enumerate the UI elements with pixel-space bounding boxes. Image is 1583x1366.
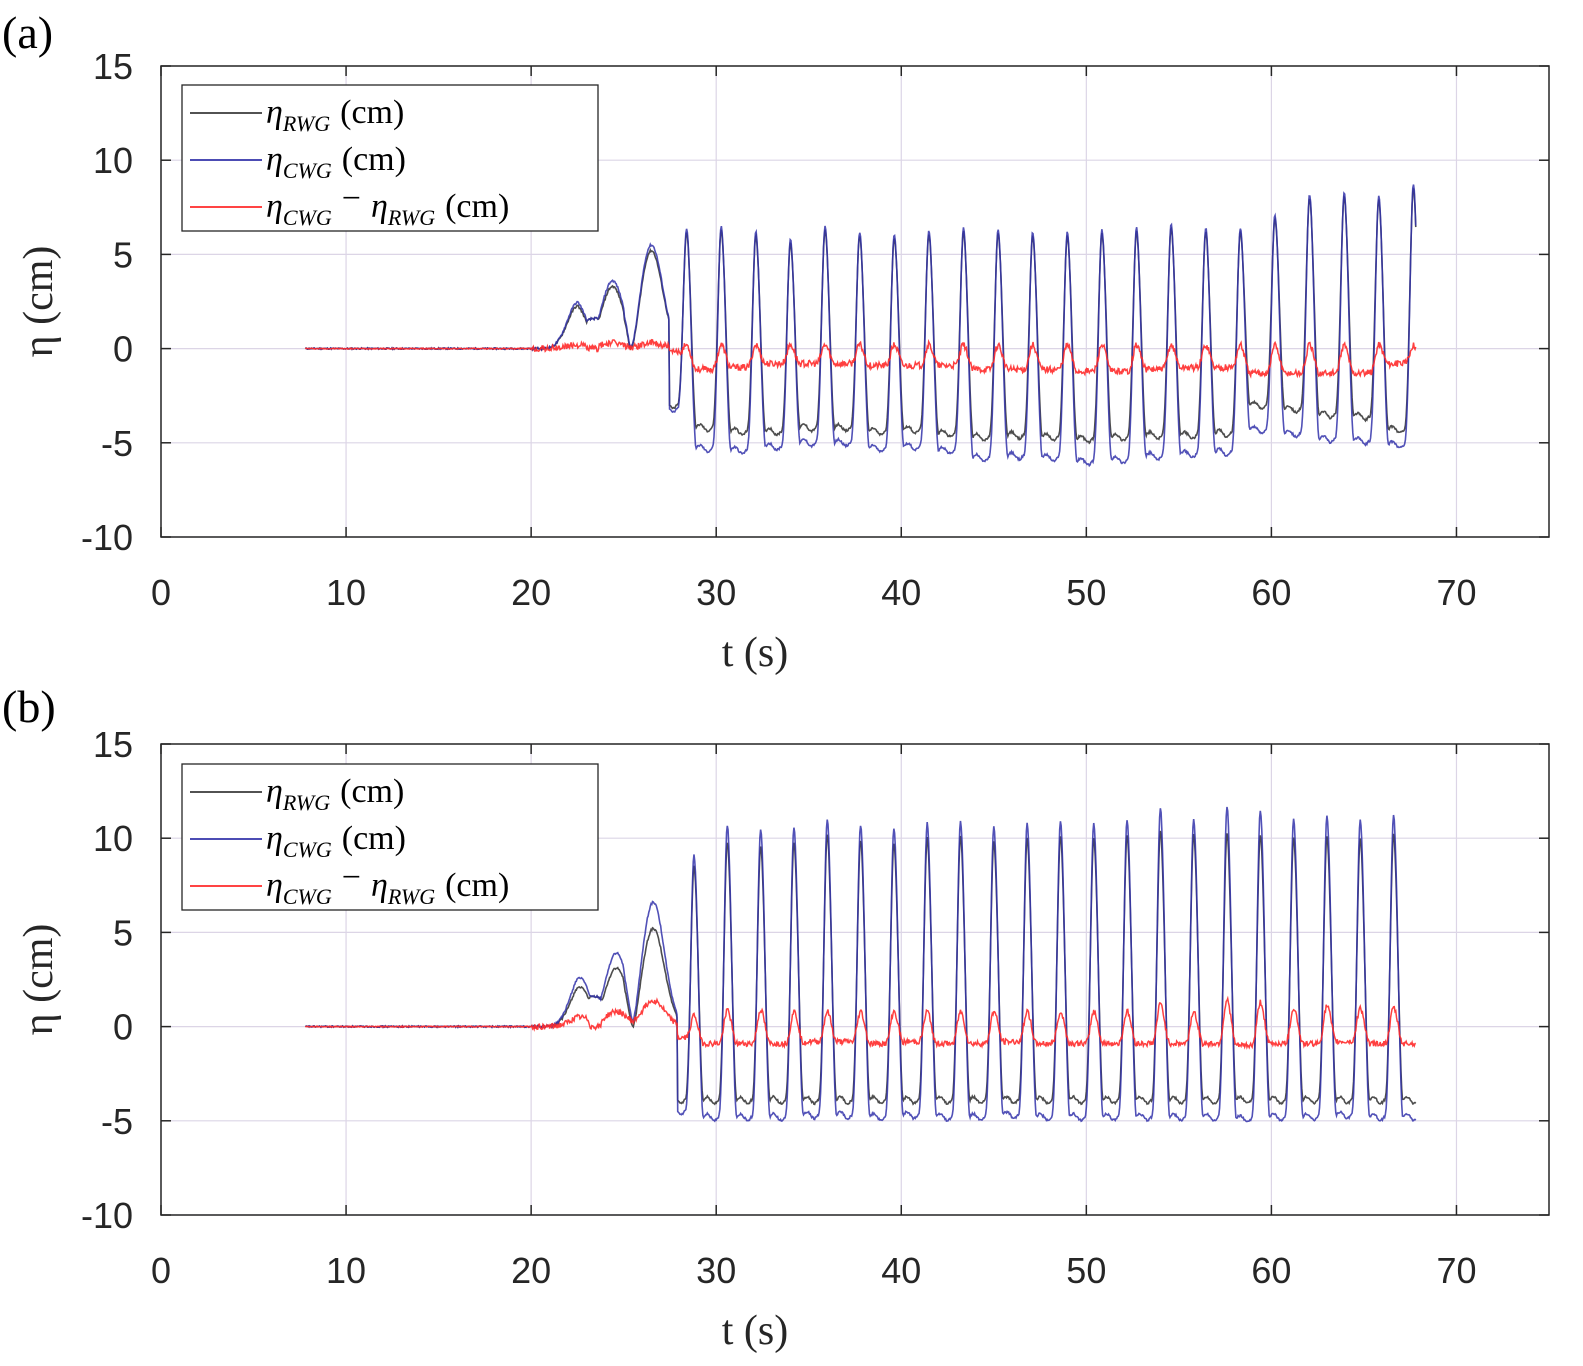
legend-unit: (cm) xyxy=(340,94,404,131)
legend: ηRWG (cm)ηCWG (cm)ηCWG− ηRWG (cm) xyxy=(181,763,599,911)
legend: ηRWG (cm)ηCWG (cm)ηCWG− ηRWG (cm) xyxy=(181,84,599,232)
legend-minus: − xyxy=(342,180,361,217)
x-tick-label: 60 xyxy=(1251,1250,1291,1291)
legend-unit: (cm) xyxy=(445,188,509,225)
x-axis-label: t (s) xyxy=(722,630,789,676)
x-tick-label: 10 xyxy=(326,1250,366,1291)
axes-frame xyxy=(160,743,1550,1216)
x-tick-label: 70 xyxy=(1436,1250,1476,1291)
y-tick-label: 15 xyxy=(93,46,133,87)
y-tick-label: 0 xyxy=(113,329,133,370)
panel-label: (a) xyxy=(2,7,53,58)
legend-subscript: CWG xyxy=(283,158,332,183)
x-tick-label: 50 xyxy=(1066,572,1106,613)
series-line-diff xyxy=(304,995,1416,1050)
legend-symbol2: η xyxy=(371,867,388,904)
x-tick-label: 60 xyxy=(1251,572,1291,613)
x-tick-label: 40 xyxy=(881,1250,921,1291)
y-tick-label: -10 xyxy=(81,517,133,558)
x-tick-label: 0 xyxy=(151,572,171,613)
y-tick-label: 5 xyxy=(113,912,133,953)
legend-subscript: CWG xyxy=(283,884,332,909)
x-tick-label: 20 xyxy=(511,1250,551,1291)
legend-symbol: η xyxy=(266,867,283,904)
y-tick-label: 5 xyxy=(113,234,133,275)
x-tick-label: 50 xyxy=(1066,1250,1106,1291)
legend-symbol: η xyxy=(266,141,283,178)
series-line-diff xyxy=(304,338,1417,379)
axes-frame xyxy=(160,65,1550,538)
x-tick-label: 20 xyxy=(511,572,551,613)
legend-entry-diff: ηCWG− ηRWG (cm) xyxy=(266,859,509,909)
legend-subscript2: RWG xyxy=(387,205,435,230)
x-tick-label: 10 xyxy=(326,572,366,613)
legend-unit: (cm) xyxy=(342,820,406,857)
y-tick-label: 0 xyxy=(113,1007,133,1048)
legend-symbol: η xyxy=(266,188,283,225)
legend-subscript2: RWG xyxy=(387,884,435,909)
legend-minus: − xyxy=(342,859,361,896)
legend-subscript: RWG xyxy=(282,111,330,136)
legend-subscript: CWG xyxy=(283,837,332,862)
y-axis-label: η (cm) xyxy=(16,924,62,1036)
legend-entry-diff: ηCWG− ηRWG (cm) xyxy=(266,180,509,230)
x-axis-label: t (s) xyxy=(722,1308,789,1354)
y-tick-label: -5 xyxy=(101,1101,133,1142)
x-tick-label: 30 xyxy=(696,572,736,613)
legend-entry-cwg: ηCWG (cm) xyxy=(266,141,406,183)
panel-b: 0 10 20 30 40 50 60 70 -10 -5 0 5 10 15 (b) t (s) η (cm)… xyxy=(2,681,1550,1354)
legend-unit: (cm) xyxy=(342,141,406,178)
x-tick-label: 40 xyxy=(881,572,921,613)
y-axis-label: η (cm) xyxy=(16,246,62,358)
legend-symbol: η xyxy=(266,773,283,810)
panel-label: (b) xyxy=(2,681,56,732)
legend-entry-rwg: ηRWG (cm) xyxy=(266,773,404,815)
y-tick-label: 10 xyxy=(93,140,133,181)
x-tick-label: 0 xyxy=(151,1250,171,1291)
legend-unit: (cm) xyxy=(445,867,509,904)
legend-symbol: η xyxy=(266,94,283,131)
legend-symbol2: η xyxy=(371,188,388,225)
y-tick-label: -10 xyxy=(81,1195,133,1236)
legend-symbol: η xyxy=(266,820,283,857)
x-tick-label: 70 xyxy=(1436,572,1476,613)
legend-subscript: RWG xyxy=(282,790,330,815)
legend-subscript: CWG xyxy=(283,205,332,230)
y-tick-label: -5 xyxy=(101,423,133,464)
y-tick-label: 15 xyxy=(93,724,133,765)
y-tick-label: 10 xyxy=(93,818,133,859)
panel-a: 0 10 20 30 40 50 60 70 -10 -5 0 5 10 15 (a) t (s) η (cm)… xyxy=(2,7,1550,676)
legend-entry-cwg: ηCWG (cm) xyxy=(266,820,406,862)
legend-unit: (cm) xyxy=(340,773,404,810)
x-tick-label: 30 xyxy=(696,1250,736,1291)
legend-entry-rwg: ηRWG (cm) xyxy=(266,94,404,136)
